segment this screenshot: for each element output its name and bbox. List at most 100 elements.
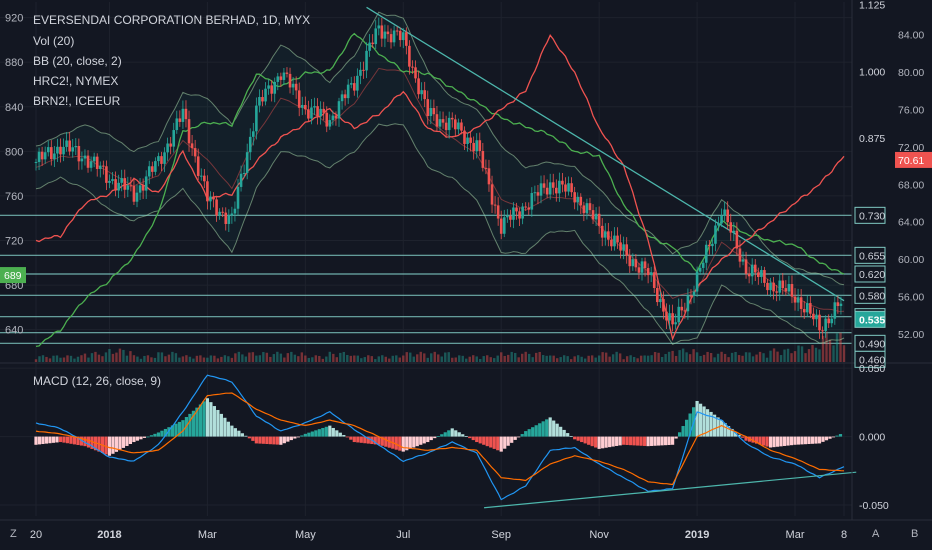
macd-histogram-bar — [618, 436, 622, 446]
left-axis-marker-box — [0, 267, 26, 284]
volume-bar — [517, 357, 520, 362]
volume-bar — [314, 355, 318, 362]
candle-body — [144, 176, 148, 191]
macd-histogram-bar — [230, 425, 234, 437]
bottom-right-button[interactable]: B — [911, 528, 918, 540]
candle-body — [408, 45, 411, 67]
macd-histogram-bar — [594, 436, 598, 448]
volume-bar — [797, 345, 800, 362]
macd-histogram-bar — [394, 436, 398, 450]
macd-histogram-bar — [489, 436, 493, 448]
macd-histogram-bar — [632, 436, 636, 446]
candle-body — [610, 239, 613, 247]
volume-bar — [604, 352, 608, 362]
timezone-icon[interactable]: Z — [10, 528, 17, 540]
macd-histogram-bar — [286, 436, 290, 442]
macd-histogram-bar — [331, 427, 335, 437]
candle-body — [460, 122, 463, 131]
volume-bar — [430, 353, 433, 362]
indicator-brn[interactable]: BRN2!, ICEEUR — [33, 94, 121, 108]
macd-histogram-bar — [121, 436, 126, 448]
macd-histogram-bar — [335, 430, 339, 437]
candle-body — [701, 262, 705, 268]
candle-body — [723, 209, 726, 216]
volume-bar — [531, 357, 534, 362]
candle-body — [395, 30, 399, 32]
volume-bar — [465, 358, 468, 362]
candle-body — [310, 107, 313, 119]
right-axis-secondary-tick: 52.00 — [898, 329, 924, 341]
macd-histogram-bar — [44, 436, 49, 444]
volume-bar — [286, 353, 290, 362]
candle-body — [209, 196, 212, 202]
volume-bar — [447, 352, 450, 362]
indicator-volume[interactable]: Vol (20) — [33, 34, 74, 48]
macd-histogram-bar — [597, 436, 601, 449]
volume-bar — [370, 356, 373, 362]
indicator-bollinger[interactable]: BB (20, close, 2) — [33, 54, 122, 68]
auto-scale-button[interactable]: A — [872, 528, 880, 540]
volume-bar — [566, 356, 569, 362]
candle-body — [717, 223, 720, 226]
candle-body — [588, 203, 592, 211]
macd-histogram-bar — [643, 436, 647, 446]
macd-histogram-bar — [604, 436, 608, 448]
right-axis-price-tick: 0.460 — [859, 354, 885, 366]
volume-bar — [115, 352, 118, 362]
macd-histogram-bar — [212, 406, 216, 437]
candle-body — [659, 299, 662, 303]
macd-histogram-bar — [72, 436, 77, 445]
macd-histogram-bar — [167, 427, 171, 437]
macd-histogram-bar — [174, 423, 178, 437]
candle-body — [59, 146, 62, 155]
macd-histogram-bar — [247, 436, 251, 439]
candle-body — [227, 215, 231, 224]
candle-body — [340, 94, 344, 102]
volume-bar — [83, 353, 87, 362]
candle-body — [221, 211, 224, 213]
volume-bar — [695, 352, 699, 362]
left-axis-tick: 880 — [5, 57, 23, 69]
volume-bar — [220, 356, 223, 362]
macd-histogram-bar — [517, 436, 521, 438]
volume-bar — [234, 353, 237, 362]
volume-bar — [66, 355, 69, 362]
macd-histogram-bar — [503, 436, 507, 449]
candle-body — [750, 264, 754, 277]
volume-bar — [269, 356, 272, 362]
macd-histogram-bar — [177, 421, 182, 437]
volume-bar — [527, 353, 531, 362]
volume-bar — [541, 355, 545, 362]
macd-histogram-bar — [128, 436, 133, 445]
candle-body — [634, 259, 638, 268]
volume-bar — [597, 355, 601, 362]
macd-histogram-bar — [216, 409, 220, 437]
candle-body — [187, 119, 191, 144]
volume-bar — [244, 356, 248, 362]
macd-histogram-bar — [671, 436, 675, 445]
volume-bar — [391, 355, 394, 362]
macd-label[interactable]: MACD (12, 26, close, 9) — [33, 374, 161, 388]
volume-bar — [178, 357, 181, 362]
macd-histogram-bar — [146, 436, 150, 438]
candle-body — [818, 314, 821, 331]
volume-bar — [384, 356, 387, 362]
candle-body — [285, 72, 289, 74]
candle-body — [291, 83, 295, 88]
volume-bar — [307, 357, 311, 362]
volume-bar — [800, 346, 804, 362]
macd-histogram-bar — [702, 406, 706, 437]
macd-trendline — [484, 471, 857, 509]
macd-histogram-bar — [733, 431, 738, 437]
volume-bar — [419, 351, 422, 362]
candle-body — [441, 119, 445, 123]
indicator-hrc[interactable]: HRC2!, NYMEX — [33, 74, 118, 88]
candle-body — [239, 173, 243, 187]
candle-body — [157, 156, 160, 162]
volume-bar — [174, 353, 178, 362]
time-axis-tick: Mar — [786, 529, 805, 541]
macd-histogram-bar — [345, 436, 349, 438]
volume-bar — [213, 355, 216, 362]
candle-body — [160, 156, 163, 164]
